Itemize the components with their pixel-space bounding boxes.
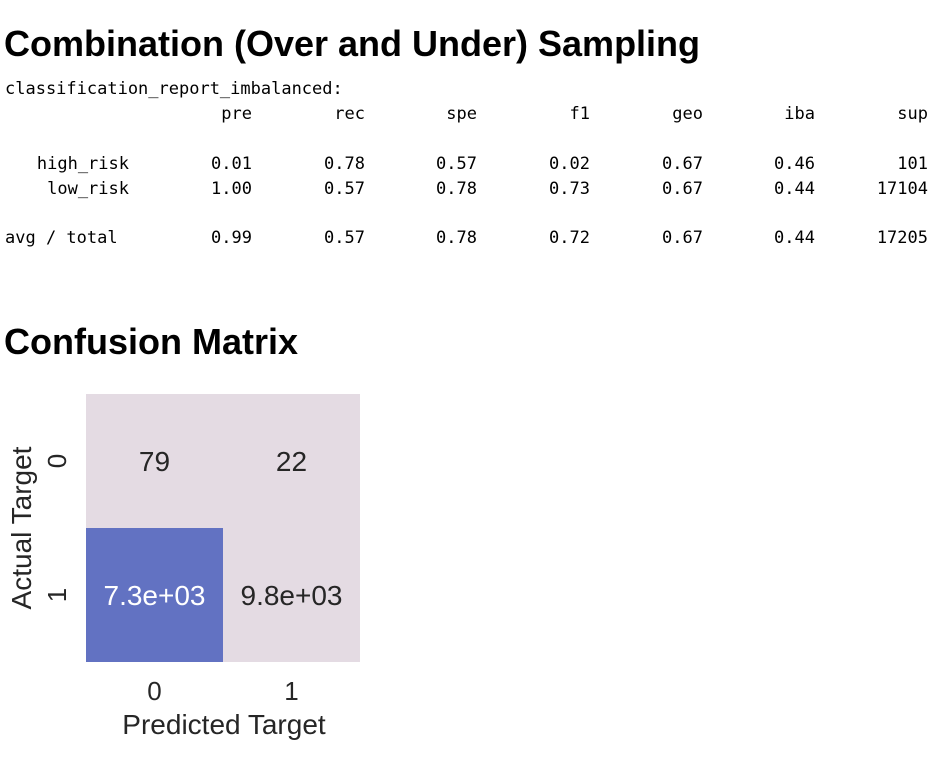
heatmap-annotation: 9.8e+03: [241, 580, 343, 611]
page-title: Combination (Over and Under) Sampling: [4, 23, 701, 64]
x-axis-label: Predicted Target: [122, 709, 326, 740]
report-cell: 0.02: [549, 154, 590, 174]
confusion-matrix-heatmap: 79 22 7.3e+03 9.8e+03 0 1 0 1 Predicted Targe…: [6, 394, 360, 740]
report-cell: 0.67: [662, 154, 703, 174]
y-axis-label: Actual Target: [6, 446, 37, 609]
report-total-cell: 0.72: [549, 228, 590, 248]
report-row-label: low_risk: [47, 179, 129, 199]
report-column-header: geo: [672, 104, 703, 124]
heatmap-cell: [86, 528, 223, 662]
report-cell: 101: [897, 154, 928, 174]
report-cell: 0.57: [324, 179, 365, 199]
heatmap-cell: [86, 394, 223, 528]
report-cell: 0.44: [774, 179, 815, 199]
report-total-label: avg / total: [5, 228, 118, 248]
confusion-matrix-title: Confusion Matrix: [4, 321, 298, 362]
report-cell: 0.78: [324, 154, 365, 174]
report-column-header: spe: [446, 104, 477, 124]
heatmap-annotation: 7.3e+03: [104, 580, 206, 611]
report-cell: 17104: [876, 179, 928, 199]
x-tick-label: 1: [284, 676, 298, 706]
report-row-label: high_risk: [36, 154, 129, 174]
report-cell: 0.46: [774, 154, 815, 174]
heatmap-annotation: 22: [276, 446, 307, 477]
report-total-cell: 0.99: [211, 228, 252, 248]
report-total-cell: 0.57: [324, 228, 365, 248]
report-cell: 0.78: [436, 179, 477, 199]
heatmap-cell: [223, 394, 360, 528]
report-total-cell: 17205: [876, 228, 928, 248]
report-column-header: f1: [569, 104, 590, 124]
report-total-cell: 0.78: [436, 228, 477, 248]
report-total-cell: 0.67: [662, 228, 703, 248]
report-column-header: rec: [334, 104, 365, 124]
report-title: classification_report_imbalanced:: [5, 79, 343, 99]
heatmap-annotation: 79: [139, 446, 170, 477]
report-cell: 1.00: [211, 179, 252, 199]
heatmap-cell: [223, 528, 360, 662]
report-total-cell: 0.44: [774, 228, 815, 248]
report-cell: 0.73: [549, 179, 590, 199]
x-tick-label: 0: [147, 676, 161, 706]
y-tick-label: 0: [42, 454, 72, 468]
report-column-header: iba: [784, 104, 815, 124]
report-cell: 0.01: [211, 154, 252, 174]
report-column-header: pre: [221, 104, 252, 124]
report-cell: 0.67: [662, 179, 703, 199]
y-tick-label: 1: [42, 588, 72, 602]
report-cell: 0.57: [436, 154, 477, 174]
report-column-header: sup: [897, 104, 928, 124]
